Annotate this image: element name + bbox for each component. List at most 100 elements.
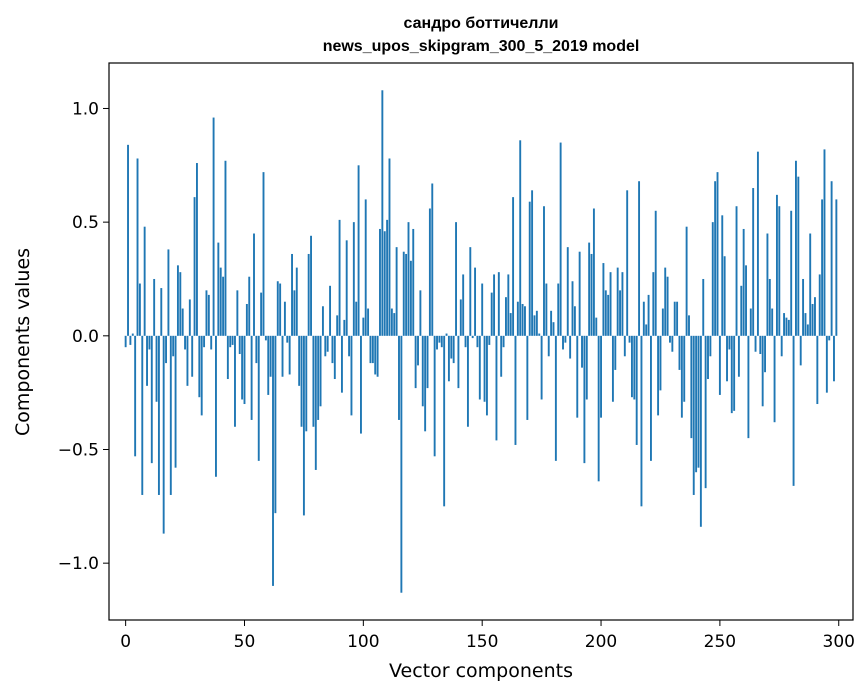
- bar-35: [207, 294, 210, 336]
- bar-137: [450, 335, 453, 359]
- x-tick-label-300: 300: [823, 632, 855, 652]
- bar-133: [440, 335, 443, 348]
- bar-105: [374, 335, 377, 375]
- bar-209: [621, 272, 624, 336]
- bar-192: [581, 335, 583, 368]
- bar-50: [243, 335, 246, 405]
- bar-224: [657, 335, 660, 416]
- bar-263: [749, 308, 752, 336]
- bar-119: [407, 222, 410, 336]
- bar-68: [286, 335, 289, 343]
- bar-222: [652, 272, 655, 336]
- bar-165: [516, 301, 519, 336]
- y-tick-label-2: 0.0: [72, 327, 99, 347]
- bar-268: [761, 335, 764, 407]
- bar-232: [676, 301, 679, 336]
- x-tick-label-200: 200: [585, 632, 617, 652]
- bar-252: [723, 256, 726, 336]
- bar-109: [383, 231, 386, 336]
- bar-280: [790, 210, 793, 336]
- bar-261: [745, 265, 747, 336]
- bar-36: [210, 335, 213, 350]
- bar-185: [564, 335, 567, 343]
- bar-104: [371, 335, 374, 364]
- bar-289: [811, 303, 814, 336]
- bar-120: [409, 260, 412, 336]
- bar-253: [726, 335, 728, 382]
- bar-25: [184, 335, 187, 350]
- bar-296: [828, 335, 831, 341]
- bar-147: [474, 267, 477, 336]
- bar-175: [540, 335, 543, 400]
- bar-276: [780, 335, 783, 357]
- bar-19: [169, 335, 172, 495]
- plot-frame: [108, 62, 854, 621]
- bar-267: [759, 335, 762, 355]
- bar-271: [768, 278, 771, 336]
- bar-155: [493, 274, 496, 336]
- bar-13: [155, 335, 158, 402]
- bar-272: [771, 308, 774, 336]
- bar-202: [604, 290, 607, 336]
- y-axis-ticks: −1.0 −0.5 0.0 0.5 1.0: [58, 99, 109, 574]
- bar-33: [203, 335, 206, 348]
- bar-112: [390, 308, 393, 336]
- bar-28: [191, 335, 194, 377]
- y-tick-label-3: 0.5: [72, 213, 99, 233]
- bar-206: [614, 335, 617, 370]
- bar-139: [455, 222, 457, 336]
- bar-291: [816, 335, 819, 405]
- bar-197: [592, 208, 595, 336]
- bar-56: [257, 335, 260, 461]
- bar-162: [509, 313, 512, 336]
- bar-88: [333, 335, 336, 380]
- bar-186: [566, 247, 569, 336]
- bar-290: [814, 297, 816, 336]
- bar-66: [281, 335, 284, 377]
- bar-277: [783, 313, 786, 336]
- bar-266: [756, 151, 759, 336]
- bar-21: [174, 335, 177, 468]
- bar-142: [462, 274, 465, 336]
- bar-264: [752, 188, 755, 336]
- bar-34: [205, 290, 208, 336]
- bar-173: [535, 310, 538, 336]
- bar-115: [398, 335, 400, 420]
- bar-210: [623, 335, 626, 357]
- x-tick-label-100: 100: [347, 632, 379, 652]
- bar-239: [692, 335, 695, 495]
- bar-140: [457, 335, 460, 389]
- bar-283: [797, 176, 800, 336]
- bar-150: [481, 283, 484, 336]
- bar-244: [704, 335, 707, 489]
- bar-18: [167, 249, 170, 336]
- bar-223: [654, 210, 657, 336]
- bar-145: [469, 247, 472, 336]
- bar-238: [690, 335, 693, 439]
- bar-157: [497, 272, 500, 336]
- bar-129: [431, 183, 434, 336]
- bar-172: [533, 315, 536, 336]
- bar-100: [362, 317, 365, 336]
- bar-29: [193, 197, 196, 336]
- bar-3: [131, 333, 134, 336]
- y-tick-label-1: −0.5: [58, 440, 99, 460]
- bar-254: [728, 335, 731, 350]
- bar-182: [557, 283, 560, 336]
- bar-207: [616, 267, 619, 336]
- bar-117: [402, 251, 405, 336]
- bar-84: [324, 335, 327, 357]
- bar-179: [550, 310, 553, 336]
- bar-23: [179, 272, 182, 336]
- bar-43: [226, 335, 229, 380]
- bar-231: [673, 301, 676, 336]
- bar-193: [583, 335, 586, 464]
- bar-15: [160, 288, 163, 336]
- bar-58: [262, 172, 265, 336]
- bar-45: [231, 335, 234, 345]
- bar-190: [576, 335, 579, 418]
- bar-260: [742, 228, 745, 336]
- bar-24: [181, 308, 184, 336]
- bar-227: [664, 267, 667, 336]
